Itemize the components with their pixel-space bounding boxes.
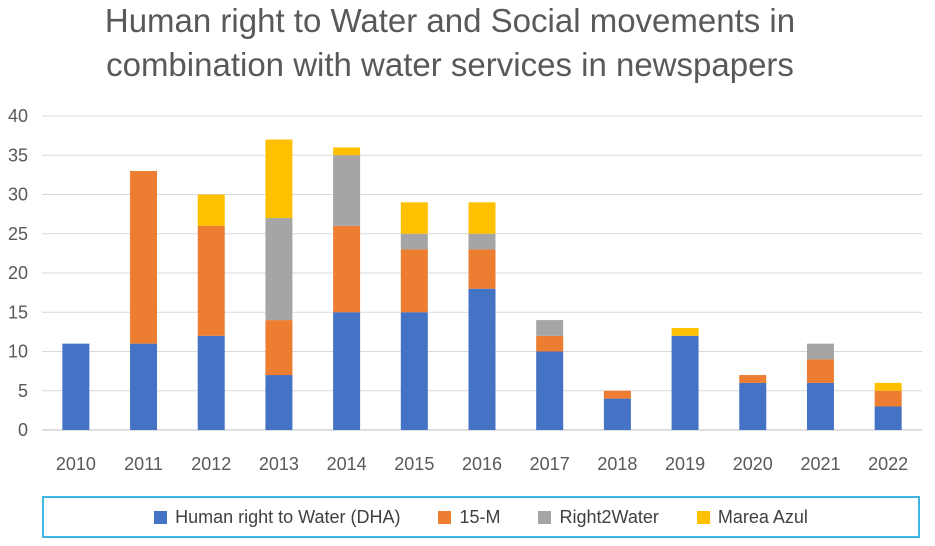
x-tick-label-2018: 2018 [597, 454, 637, 474]
bar-2022-series-0 [874, 406, 902, 430]
bar-2022-series-3 [874, 382, 902, 391]
bar-2016-series-1 [468, 249, 496, 289]
bar-2014-series-2 [333, 155, 361, 226]
y-tick-label-25: 25 [8, 224, 28, 244]
x-tick-label-2022: 2022 [868, 454, 908, 474]
bar-2020-series-1 [739, 375, 767, 383]
x-tick-label-2011: 2011 [124, 454, 163, 474]
bar-2021-series-1 [806, 359, 834, 383]
bar-2017-series-2 [536, 320, 564, 336]
legend-item-dha: Human right to Water (DHA) [154, 507, 400, 528]
bar-2015-series-3 [400, 202, 428, 234]
bar-2015-series-0 [400, 312, 428, 430]
legend-label-right2water: Right2Water [559, 506, 659, 527]
x-tick-label-2013: 2013 [259, 454, 299, 474]
legend-label-dha: Human right to Water (DHA) [175, 506, 401, 527]
y-tick-label-20: 20 [8, 263, 28, 283]
legend-item-right2water: Right2Water [538, 506, 659, 528]
y-tick-label-0: 0 [18, 420, 28, 440]
bar-2015-series-1 [400, 249, 428, 313]
y-tick-label-5: 5 [18, 381, 28, 401]
bar-2014-series-1 [333, 225, 361, 313]
y-tick-label-30: 30 [8, 185, 28, 205]
bar-2018-series-1 [603, 390, 631, 399]
bar-2017-series-1 [536, 335, 564, 352]
y-tick-label-40: 40 [8, 106, 28, 126]
x-tick-label-2019: 2019 [665, 454, 705, 474]
bar-2012-series-1 [197, 225, 225, 336]
bar-2013-series-2 [265, 218, 293, 321]
bar-2019-series-0 [671, 335, 699, 430]
y-tick-label-10: 10 [8, 342, 28, 362]
bar-2012-series-0 [197, 335, 225, 430]
bar-2021-series-0 [806, 382, 834, 430]
x-tick-label-2012: 2012 [191, 454, 231, 474]
y-tick-label-35: 35 [8, 145, 28, 165]
legend-swatch-15m [438, 510, 452, 524]
bar-2011-series-0 [130, 343, 158, 430]
bar-2013-series-0 [265, 375, 293, 430]
bar-2015-series-2 [400, 233, 428, 250]
y-tick-label-15: 15 [8, 302, 28, 322]
bar-2014-series-0 [333, 312, 361, 430]
bar-2013-series-3 [265, 139, 293, 219]
legend-item-15m: 15-M [438, 507, 500, 528]
chart-legend: Human right to Water (DHA) 15-M Right2Wa… [42, 496, 920, 538]
legend-swatch-dha [154, 510, 168, 524]
bar-2020-series-0 [739, 382, 767, 430]
bar-2013-series-1 [265, 320, 293, 376]
bar-2017-series-0 [536, 351, 564, 430]
bar-2016-series-2 [468, 233, 496, 250]
bar-2016-series-0 [468, 288, 496, 430]
x-tick-label-2017: 2017 [530, 454, 570, 474]
bar-2010-series-0 [62, 343, 90, 430]
bar-2021-series-2 [806, 343, 834, 360]
chart-title-line-1: Human right to Water and Social movement… [104, 2, 796, 39]
x-tick-label-2015: 2015 [394, 454, 434, 474]
chart-title-line-2: combination with water services in newsp… [106, 46, 794, 83]
legend-swatch-right2water [538, 510, 552, 524]
x-tick-label-2010: 2010 [56, 454, 96, 474]
bar-2016-series-3 [468, 202, 496, 234]
legend-label-marea-azul: Marea Azul [717, 506, 808, 527]
bar-2011-series-1 [130, 170, 158, 344]
x-tick-label-2014: 2014 [327, 454, 367, 474]
bar-2018-series-0 [603, 398, 631, 430]
legend-swatch-marea-azul [696, 510, 710, 524]
bar-2019-series-3 [671, 327, 699, 336]
legend-item-marea-azul: Marea Azul [696, 506, 808, 528]
bar-2022-series-1 [874, 390, 902, 407]
x-tick-label-2020: 2020 [733, 454, 773, 474]
x-tick-label-2021: 2021 [800, 454, 840, 474]
bar-2012-series-3 [197, 194, 225, 226]
bar-2014-series-3 [333, 147, 361, 156]
legend-label-15m: 15-M [459, 506, 501, 527]
x-tick-label-2016: 2016 [462, 454, 502, 474]
stacked-bar-chart: 0 5 10 15 20 25 30 35 40 2010 2011 2012 2013 2014 2015… [8, 106, 922, 474]
